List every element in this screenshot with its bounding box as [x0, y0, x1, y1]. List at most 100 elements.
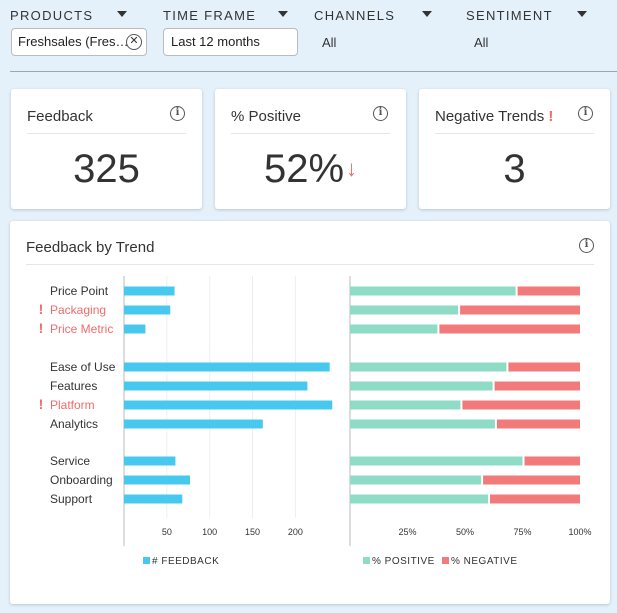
sentiment-filter: SENTIMENT: [466, 8, 553, 24]
category-label: Features: [50, 379, 97, 393]
negative-bar: [517, 286, 580, 296]
products-dropdown-icon[interactable]: [117, 11, 127, 17]
negative-trends-kpi-label: Negative Trends: [435, 108, 545, 125]
category-label: Packaging: [50, 303, 106, 317]
feedback-kpi-value: 325: [73, 147, 140, 191]
feedback-tick-label: 100: [202, 527, 217, 537]
negative-bar: [483, 475, 580, 485]
alert-icon: !: [548, 108, 554, 125]
feedback-kpi-title: Feedback: [27, 108, 93, 125]
negative-bar: [508, 362, 580, 372]
positive-bar: [350, 419, 495, 429]
alert-icon: !: [39, 396, 44, 412]
feedback-bar: [124, 305, 171, 315]
negative-trends-kpi-title: Negative Trends !: [435, 108, 553, 125]
positive-bar: [350, 286, 516, 296]
negative-legend-label: % NEGATIVE: [451, 556, 518, 567]
category-label: Analytics: [50, 417, 98, 431]
positive-bar: [350, 305, 459, 315]
category-label: Ease of Use: [50, 360, 116, 374]
sentiment-filter-label: SENTIMENT: [466, 8, 553, 23]
products-filter: PRODUCTS: [10, 8, 93, 24]
feedback-legend-label: # FEEDBACK: [152, 556, 219, 567]
feedback-bar: [124, 286, 175, 296]
positive-bar: [350, 400, 461, 410]
positive-bar: [350, 456, 523, 466]
channels-dropdown-icon[interactable]: [422, 11, 432, 17]
negative-bar: [490, 494, 580, 504]
feedback-bar: [124, 400, 333, 410]
negative-bar: [462, 400, 580, 410]
feedback-tick-label: 200: [288, 527, 303, 537]
negative-trends-kpi-card: Negative Trends ! i 3: [419, 89, 610, 209]
positive-kpi-value: 52%: [263, 147, 345, 191]
feedback-legend-swatch: [143, 557, 150, 564]
chart-title: Feedback by Trend: [26, 239, 155, 256]
card-divider: [435, 133, 594, 134]
negative-bar: [460, 305, 580, 315]
category-label: Support: [50, 492, 93, 506]
clear-icon[interactable]: ✕: [126, 34, 142, 50]
card-divider: [26, 264, 594, 265]
negative-bar: [439, 324, 580, 334]
alert-icon: !: [39, 320, 44, 336]
category-label: Service: [50, 454, 90, 468]
feedback-bar: [124, 456, 176, 466]
info-icon[interactable]: i: [170, 106, 185, 121]
products-select[interactable]: Freshsales (Fres… ✕: [11, 28, 147, 56]
positive-bar: [350, 494, 488, 504]
card-divider: [231, 133, 390, 134]
products-select-value: Freshsales (Fres…: [18, 34, 129, 49]
category-label: Platform: [50, 398, 95, 412]
channels-filter-label: CHANNELS: [314, 8, 396, 23]
feedback-by-trend-chart: 50 100 150 200 25% 50% 75% 100% Price Point! Pack…: [39, 276, 592, 567]
feedback-bar: [124, 381, 308, 391]
trend-down-icon: ↓: [346, 156, 358, 181]
sentiment-tick-label: 25%: [398, 527, 416, 537]
sentiment-tick-label: 50%: [456, 527, 474, 537]
time-frame-filter: TIME FRAME: [163, 8, 256, 24]
positive-kpi: 52%↓: [215, 147, 406, 192]
positive-bar: [350, 324, 438, 334]
time-frame-select[interactable]: Last 12 months: [163, 28, 298, 56]
positive-kpi-card: % Positive i 52%↓: [215, 89, 406, 209]
time-frame-dropdown-icon[interactable]: [278, 11, 288, 17]
positive-legend-label: % POSITIVE: [372, 556, 435, 567]
info-icon[interactable]: i: [578, 106, 593, 121]
info-icon[interactable]: i: [579, 238, 594, 253]
positive-kpi-title: % Positive: [231, 108, 302, 125]
negative-bar: [524, 456, 580, 466]
positive-bar: [350, 381, 493, 391]
feedback-by-trend-card: Feedback by Trend i 50 100 150 200 25% 50% 75%…: [10, 221, 610, 604]
alert-icon: !: [39, 301, 44, 317]
category-label: Onboarding: [50, 473, 113, 487]
sentiment-tick-label: 75%: [513, 527, 531, 537]
negative-bar: [494, 381, 580, 391]
time-frame-filter-label: TIME FRAME: [163, 8, 257, 23]
products-filter-label: PRODUCTS: [10, 8, 94, 23]
filter-divider: [10, 71, 617, 72]
sentiment-dropdown-icon[interactable]: [577, 11, 587, 17]
feedback-bar: [124, 475, 190, 485]
sentiment-tick-label: 100%: [568, 527, 591, 537]
feedback-kpi-card: Feedback i 325: [11, 89, 202, 209]
card-divider: [27, 133, 186, 134]
feedback-bar: [124, 419, 263, 429]
info-icon[interactable]: i: [373, 106, 388, 121]
time-frame-select-value: Last 12 months: [171, 34, 260, 49]
positive-legend-swatch: [363, 557, 370, 564]
negative-trends-kpi-value: 3: [503, 147, 526, 191]
feedback-bar: [124, 362, 330, 372]
feedback-bar: [124, 324, 146, 334]
category-label: Price Metric: [50, 322, 113, 336]
negative-bar: [496, 419, 580, 429]
channels-select-value[interactable]: All: [322, 35, 337, 50]
sentiment-select-value[interactable]: All: [474, 35, 489, 50]
positive-bar: [350, 362, 507, 372]
feedback-bar: [124, 494, 183, 504]
channels-filter: CHANNELS: [314, 8, 395, 24]
filter-bar: PRODUCTS Freshsales (Fres… ✕ TIME FRAME …: [0, 0, 617, 72]
feedback-tick-label: 50: [162, 527, 172, 537]
positive-bar: [350, 475, 482, 485]
feedback-tick-label: 150: [245, 527, 260, 537]
